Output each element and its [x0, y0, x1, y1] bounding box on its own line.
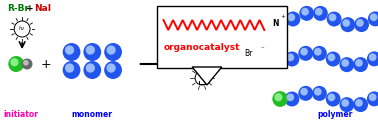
Circle shape	[65, 63, 74, 73]
Circle shape	[287, 53, 294, 61]
Text: R-Br: R-Br	[7, 4, 29, 13]
Text: +: +	[40, 58, 51, 70]
Circle shape	[86, 45, 95, 55]
Circle shape	[63, 43, 81, 61]
Circle shape	[274, 53, 282, 61]
Circle shape	[326, 52, 341, 67]
Circle shape	[314, 48, 322, 56]
Circle shape	[353, 57, 368, 72]
Text: NaI: NaI	[34, 4, 51, 13]
Circle shape	[104, 43, 122, 61]
Circle shape	[327, 12, 342, 27]
Circle shape	[312, 46, 327, 61]
Circle shape	[285, 52, 299, 67]
Circle shape	[328, 53, 335, 61]
Circle shape	[315, 8, 323, 16]
Text: hν: hν	[19, 26, 25, 30]
Circle shape	[354, 17, 369, 32]
Circle shape	[272, 51, 288, 67]
Circle shape	[328, 93, 335, 101]
Text: Br: Br	[244, 49, 253, 58]
Circle shape	[328, 13, 336, 21]
Circle shape	[107, 45, 116, 55]
Circle shape	[300, 48, 308, 56]
Circle shape	[312, 86, 327, 101]
Text: initiator: initiator	[4, 110, 39, 119]
Circle shape	[107, 63, 116, 73]
Circle shape	[353, 97, 368, 112]
Text: monomer: monomer	[72, 110, 113, 119]
Circle shape	[84, 43, 101, 61]
Circle shape	[300, 88, 308, 96]
Circle shape	[285, 12, 301, 27]
Circle shape	[314, 88, 322, 96]
Circle shape	[8, 56, 24, 72]
Circle shape	[288, 13, 295, 21]
Circle shape	[355, 99, 363, 107]
Circle shape	[298, 46, 313, 61]
Circle shape	[63, 61, 81, 79]
Circle shape	[341, 17, 355, 32]
Text: ⁻: ⁻	[260, 46, 264, 52]
Circle shape	[84, 61, 101, 79]
Circle shape	[104, 61, 122, 79]
Text: +: +	[280, 14, 285, 20]
Circle shape	[368, 11, 378, 26]
Circle shape	[339, 97, 354, 112]
Circle shape	[285, 91, 299, 107]
Circle shape	[367, 51, 378, 66]
Text: N: N	[272, 19, 279, 28]
Circle shape	[326, 92, 341, 107]
Circle shape	[298, 86, 313, 101]
Circle shape	[355, 59, 363, 67]
Circle shape	[339, 57, 354, 72]
Polygon shape	[192, 67, 222, 85]
Text: polymer: polymer	[318, 110, 353, 119]
Circle shape	[273, 11, 289, 27]
FancyBboxPatch shape	[156, 6, 287, 68]
Circle shape	[287, 93, 294, 101]
Circle shape	[86, 63, 95, 73]
Circle shape	[341, 99, 349, 107]
Circle shape	[23, 60, 29, 66]
Circle shape	[356, 19, 364, 27]
Circle shape	[341, 59, 349, 67]
Circle shape	[369, 53, 376, 61]
Circle shape	[313, 6, 328, 21]
Circle shape	[370, 13, 378, 21]
Circle shape	[275, 13, 284, 21]
Circle shape	[299, 6, 314, 21]
Circle shape	[369, 93, 376, 101]
Circle shape	[22, 59, 33, 69]
Circle shape	[301, 8, 309, 16]
Circle shape	[367, 91, 378, 106]
Circle shape	[342, 19, 350, 27]
Text: organocatalyst: organocatalyst	[164, 43, 240, 52]
Text: +: +	[26, 4, 34, 13]
Circle shape	[10, 58, 19, 66]
Circle shape	[272, 91, 288, 107]
Circle shape	[274, 93, 282, 101]
Circle shape	[65, 45, 74, 55]
